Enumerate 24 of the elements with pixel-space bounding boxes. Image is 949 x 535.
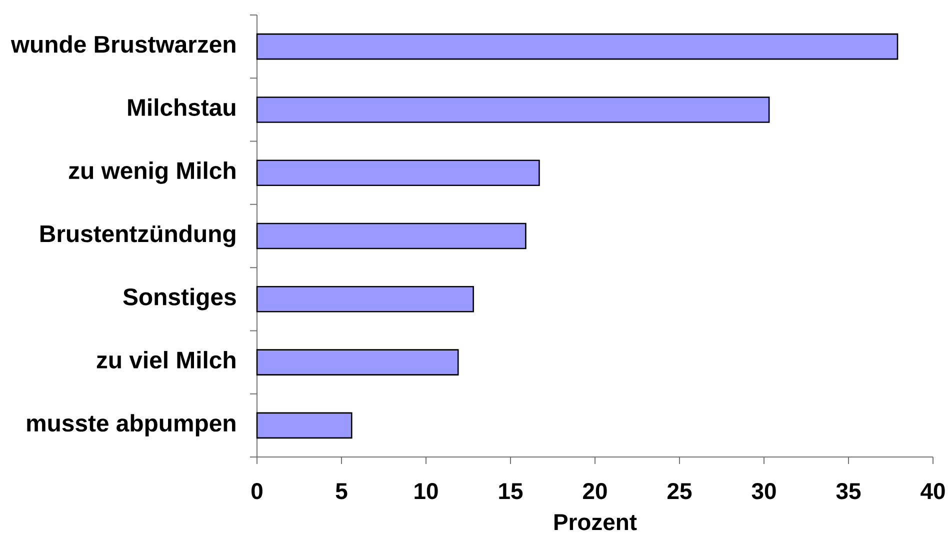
y-tick-label: Sonstiges (123, 288, 236, 310)
y-tick-label: Brustentzündung (40, 224, 236, 248)
x-tick-label: 20 (583, 483, 607, 500)
x-tick-label: 0 (252, 483, 262, 500)
x-tick-label: 10 (414, 483, 438, 500)
bar (256, 349, 459, 376)
y-tick-label: zu wenig Milch (69, 162, 236, 184)
x-tick-label: 30 (752, 483, 776, 500)
y-tick-label: Milchstau (128, 98, 236, 116)
bar (256, 222, 526, 250)
x-tick-label: 40 (920, 483, 945, 500)
x-axis-title: Prozent (554, 514, 637, 530)
x-tick-label: 5 (336, 483, 348, 500)
x-tick-label: 15 (499, 483, 523, 500)
bar (256, 160, 540, 186)
y-tick-label: musste abpumpen (27, 414, 236, 436)
y-tick-label: zu viel Milch (96, 350, 236, 369)
bar (256, 412, 352, 439)
bar (256, 286, 474, 312)
x-tick-label: 35 (836, 483, 861, 500)
y-tick-label: wunde Brustwarzen (10, 35, 236, 53)
bar (256, 33, 898, 60)
bar (256, 96, 770, 123)
x-tick-label: 25 (668, 483, 692, 500)
